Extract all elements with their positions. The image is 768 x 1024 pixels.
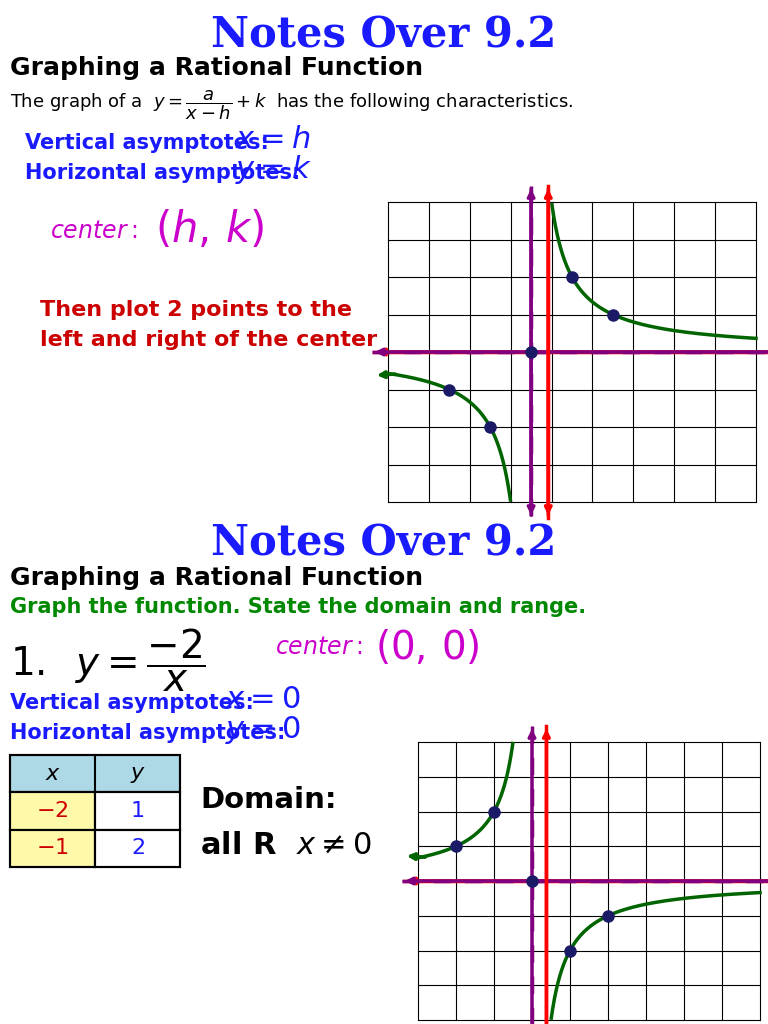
Text: Graph the function. State the domain and range.: Graph the function. State the domain and… <box>10 597 586 617</box>
Bar <box>10 755 180 867</box>
Text: Then plot 2 points to the
left and right of the center: Then plot 2 points to the left and right… <box>40 300 377 350</box>
Text: Horizontal asymptotes:: Horizontal asymptotes: <box>25 163 300 183</box>
Text: $2$: $2$ <box>131 838 144 859</box>
Text: $1$: $1$ <box>131 800 144 822</box>
Text: $x$: $x$ <box>45 763 61 784</box>
Text: Notes Over 9.2: Notes Over 9.2 <box>211 14 557 56</box>
Text: Vertical asymptotes:: Vertical asymptotes: <box>25 133 269 153</box>
Text: $\mathit{center}\mathit{:}$: $\mathit{center}\mathit{:}$ <box>275 637 362 659</box>
Text: Notes Over 9.2: Notes Over 9.2 <box>211 522 557 564</box>
Text: $y = 0$: $y = 0$ <box>225 714 300 746</box>
Text: $-2$: $-2$ <box>36 800 69 822</box>
Text: $\mathit{center}\mathit{:}$: $\mathit{center}\mathit{:}$ <box>50 220 137 244</box>
Text: Vertical asymptotes:: Vertical asymptotes: <box>10 693 254 713</box>
Text: $1.\;\; y = \dfrac{-2}{x}$: $1.\;\; y = \dfrac{-2}{x}$ <box>10 627 206 693</box>
Text: $\left(h,\, k\right)$: $\left(h,\, k\right)$ <box>155 209 264 251</box>
Bar <box>10 755 180 793</box>
Bar <box>95 829 180 867</box>
Text: $y$: $y$ <box>130 763 145 784</box>
Text: The graph of a  $y = \dfrac{a}{x-h} + k$  has the following characteristics.: The graph of a $y = \dfrac{a}{x-h} + k$ … <box>10 88 574 122</box>
Text: all R  $x \neq 0$: all R $x \neq 0$ <box>200 830 372 859</box>
Text: Graphing a Rational Function: Graphing a Rational Function <box>10 566 423 590</box>
Bar <box>10 829 95 867</box>
Text: Graphing a Rational Function: Graphing a Rational Function <box>10 56 423 80</box>
Bar <box>95 793 180 829</box>
Text: $x = 0$: $x = 0$ <box>225 684 300 716</box>
Text: Horizontal asymptotes:: Horizontal asymptotes: <box>10 723 286 743</box>
Text: Domain:: Domain: <box>200 786 336 814</box>
Text: $x = h$: $x = h$ <box>235 125 310 156</box>
Text: $-1$: $-1$ <box>36 838 69 859</box>
Bar <box>10 793 95 829</box>
Text: $(0,\,0)$: $(0,\,0)$ <box>375 629 480 668</box>
Text: $y = k$: $y = k$ <box>235 154 312 186</box>
